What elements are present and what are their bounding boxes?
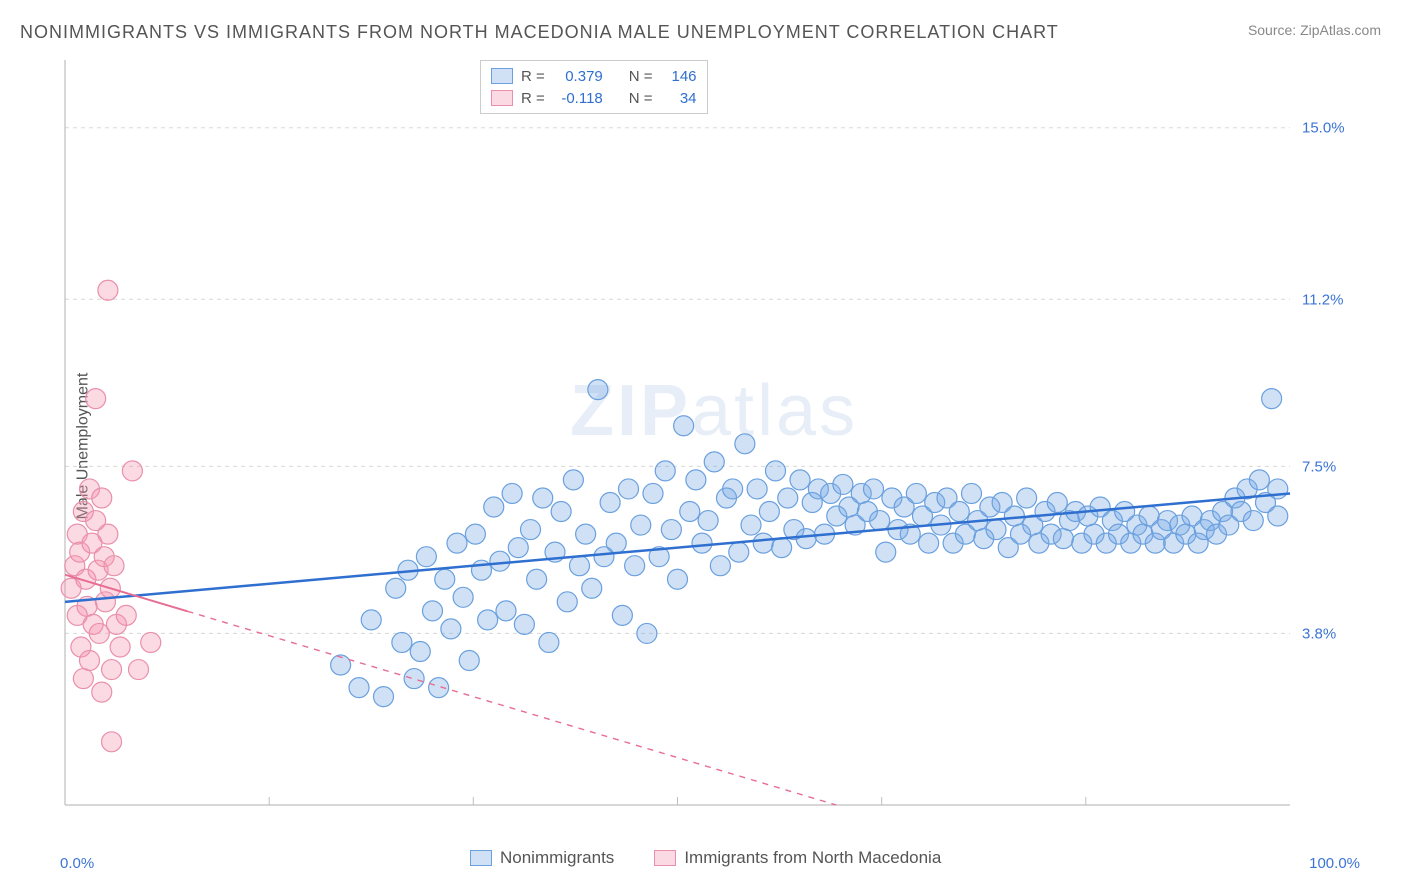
x-tick-label-min: 0.0% [60, 855, 94, 872]
x-tick-label-max: 100.0% [1309, 855, 1360, 872]
svg-text:15.0%: 15.0% [1302, 120, 1345, 137]
swatch-icon [654, 850, 676, 866]
series-legend: Nonimmigrants Immigrants from North Mace… [470, 848, 941, 868]
legend-item-immigrants: Immigrants from North Macedonia [654, 848, 941, 868]
scatter-plot: 3.8% 7.5% 11.2% 15.0% [60, 55, 1360, 835]
stats-legend: R =0.379N =146R =-0.118N =34 [480, 60, 708, 114]
source-attribution: Source: ZipAtlas.com [1248, 22, 1381, 38]
legend-label: Nonimmigrants [500, 848, 614, 868]
legend-label: Immigrants from North Macedonia [684, 848, 941, 868]
chart-container: NONIMMIGRANTS VS IMMIGRANTS FROM NORTH M… [0, 0, 1406, 892]
svg-text:7.5%: 7.5% [1302, 458, 1336, 475]
legend-item-nonimmigrants: Nonimmigrants [470, 848, 614, 868]
swatch-icon [470, 850, 492, 866]
svg-text:11.2%: 11.2% [1302, 291, 1343, 308]
svg-text:3.8%: 3.8% [1302, 625, 1336, 642]
chart-title: NONIMMIGRANTS VS IMMIGRANTS FROM NORTH M… [20, 22, 1059, 43]
